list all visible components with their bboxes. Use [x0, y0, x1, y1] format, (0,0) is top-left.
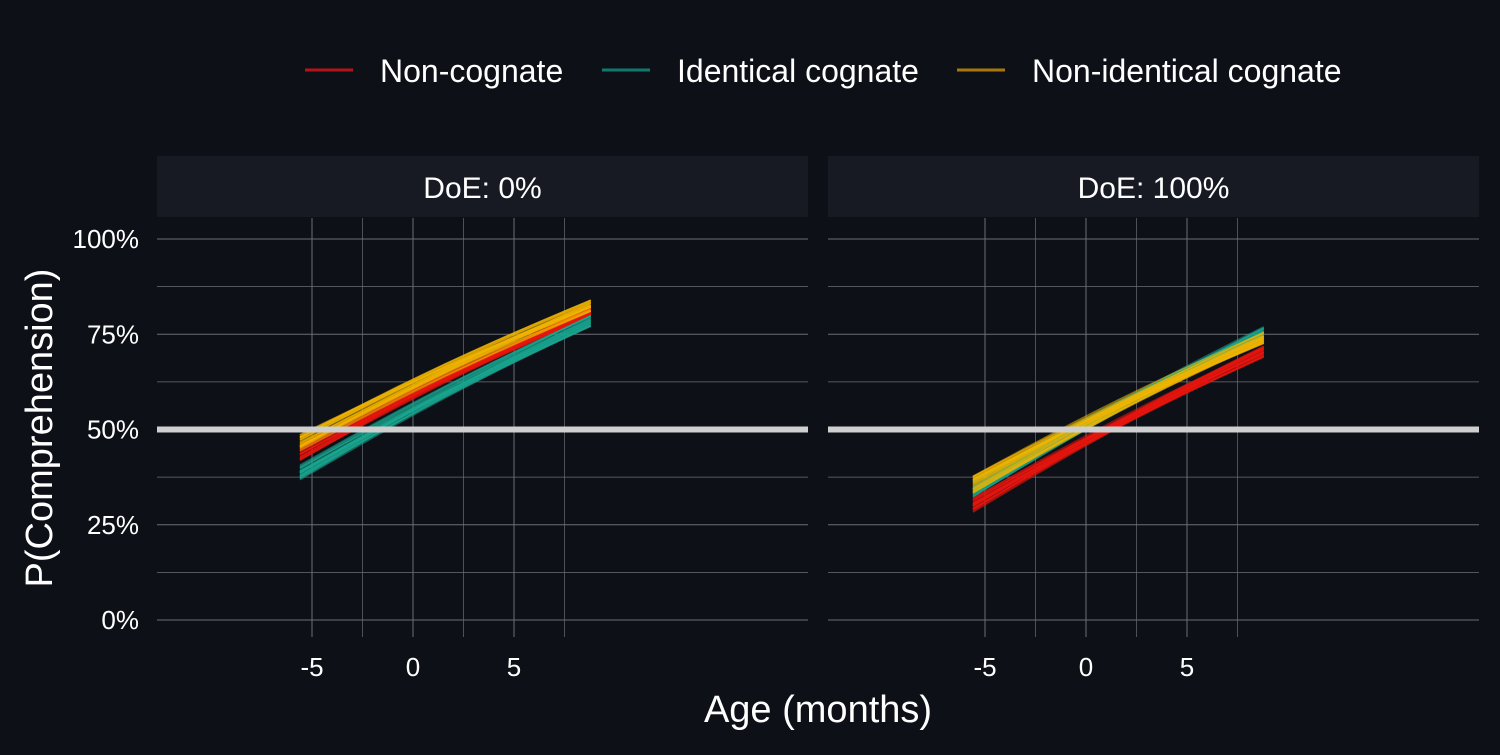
panel-0: DoE: 0% -5 0 5 [157, 156, 808, 682]
series-line [299, 318, 592, 470]
y-tick-label: 75% [87, 319, 139, 349]
legend-item-0: Non-cognate [305, 53, 563, 89]
series-identical-cognate [299, 314, 592, 481]
y-tick-label: 50% [87, 415, 139, 445]
series-group-1 [972, 326, 1265, 513]
y-tick-label: 0% [101, 605, 139, 635]
series-line [972, 337, 1265, 481]
series-line [299, 302, 592, 448]
panel-strip-0 [157, 156, 808, 217]
series-line [972, 331, 1265, 478]
series-line [299, 314, 592, 469]
panel-1: DoE: 100% -5 0 5 [828, 156, 1479, 682]
x-tick-label: -5 [300, 652, 323, 682]
series-non-cognate [972, 345, 1265, 513]
y-axis-label: P(Comprehension) [19, 269, 61, 588]
series-line [299, 306, 592, 449]
series-non-identical-cognate [972, 331, 1265, 494]
y-tick-label: 25% [87, 510, 139, 540]
x-tick-label: -5 [973, 652, 996, 682]
series-line [299, 301, 592, 439]
x-tick-label: 0 [406, 652, 420, 682]
x-tick-label: 5 [507, 652, 521, 682]
legend: Non-cognate Identical cognate Non-identica… [305, 53, 1342, 89]
panel-strip-1 [828, 156, 1479, 217]
series-line [299, 310, 592, 452]
series-line [972, 341, 1265, 484]
series-line [299, 325, 592, 474]
legend-label-1: Identical cognate [677, 53, 919, 89]
legend-label-2: Non-identical cognate [1032, 53, 1342, 89]
x-tick-label: 5 [1180, 652, 1194, 682]
panel-title-1: DoE: 100% [1078, 172, 1230, 205]
panel-title-0: DoE: 0% [423, 172, 541, 205]
legend-item-1: Identical cognate [602, 53, 919, 89]
series-line [299, 314, 592, 477]
series-non-identical-cognate [299, 299, 592, 452]
legend-item-2: Non-identical cognate [957, 53, 1342, 89]
series-line [972, 347, 1265, 508]
x-tick-label: 0 [1079, 652, 1093, 682]
x-axis-label: Age (months) [704, 689, 932, 731]
legend-label-0: Non-cognate [380, 53, 563, 89]
y-tick-label: 100% [73, 224, 140, 254]
y-ticks: 0% 25% 50% 75% 100% [73, 224, 140, 635]
series-line [972, 346, 1265, 503]
series-line [299, 305, 592, 441]
